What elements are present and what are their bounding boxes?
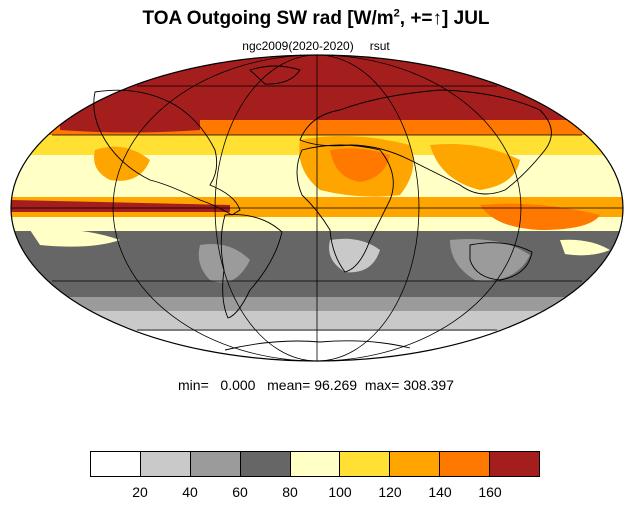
coast-north-america bbox=[93, 89, 241, 216]
colorbar-tick-label: 100 bbox=[328, 484, 352, 500]
colorbar-cell bbox=[190, 452, 241, 476]
colorbar-cell bbox=[440, 452, 491, 476]
max-value: 308.397 bbox=[403, 377, 454, 393]
mean-value: 96.269 bbox=[314, 377, 358, 393]
patch-north-pacific bbox=[60, 101, 200, 133]
title-rest: , +=↑] JUL bbox=[399, 8, 490, 29]
colorbar-ticks: 20 40 60 80 100 120 140 160 bbox=[90, 484, 540, 502]
colorbar-tick-label: 40 bbox=[182, 484, 198, 500]
plot-title: TOA Outgoing SW rad [W/m2, +=↑] JUL bbox=[0, 8, 632, 30]
title-main: TOA Outgoing SW rad [W/m bbox=[142, 8, 394, 29]
patch-tasman bbox=[560, 239, 610, 256]
patch-south-pacific-stratus bbox=[30, 229, 120, 247]
colorbar-cell bbox=[140, 452, 191, 476]
colorbar-tick-label: 20 bbox=[132, 484, 148, 500]
colorbar-cell bbox=[490, 452, 540, 476]
plot-subtitle: ngc2009(2020-2020) rsut bbox=[0, 39, 632, 53]
colorbar-cell bbox=[240, 452, 291, 476]
patch-south-america bbox=[198, 244, 250, 283]
colorbar-cell bbox=[390, 452, 441, 476]
max-label: max= bbox=[364, 377, 400, 393]
colorbar-tick-label: 120 bbox=[378, 484, 402, 500]
patch-east-pacific-itcz bbox=[11, 200, 230, 212]
field-statistics: min= 0.000 mean= 96.269 max= 308.397 bbox=[0, 377, 632, 393]
coast-greenland bbox=[249, 65, 301, 85]
colorbar-tick-label: 140 bbox=[428, 484, 452, 500]
coast-eurasia bbox=[299, 89, 552, 195]
coast-south-america bbox=[220, 214, 283, 319]
coast-africa bbox=[296, 144, 394, 273]
min-label: min= bbox=[178, 377, 209, 393]
graticule bbox=[11, 54, 623, 362]
patch-sahara-core bbox=[330, 148, 390, 182]
colorbar-tick-label: 80 bbox=[282, 484, 298, 500]
map-border bbox=[10, 54, 624, 362]
mean-label: mean= bbox=[267, 377, 311, 393]
coastlines bbox=[93, 65, 552, 351]
subtitle-variable: rsut bbox=[369, 39, 390, 53]
colorbar bbox=[90, 451, 540, 477]
title-superscript: 2 bbox=[393, 7, 400, 20]
min-value: 0.000 bbox=[220, 377, 256, 393]
subtitle-case: ngc2009(2020-2020) bbox=[242, 39, 354, 53]
patch-maritime-continent bbox=[480, 203, 600, 230]
band-south-outer bbox=[11, 297, 623, 311]
colorbar-tick-label: 160 bbox=[478, 484, 502, 500]
colorbar-cell bbox=[340, 452, 391, 476]
colorbar-tick-label: 60 bbox=[232, 484, 248, 500]
coast-antarctica bbox=[224, 340, 411, 351]
colorbar-cell bbox=[290, 452, 341, 476]
patch-asia bbox=[430, 144, 520, 190]
coast-australia bbox=[469, 242, 533, 281]
colorbar-cell bbox=[91, 452, 141, 476]
